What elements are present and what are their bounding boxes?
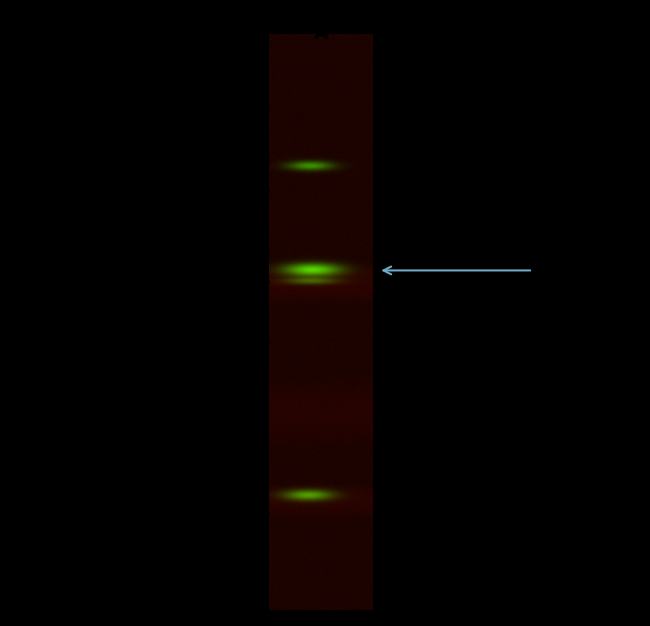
Text: 100: 100 <box>179 102 211 117</box>
Text: KDa: KDa <box>179 24 217 42</box>
Text: 55: 55 <box>190 183 211 198</box>
Text: 15: 15 <box>190 506 211 521</box>
Text: A: A <box>314 24 330 43</box>
Text: 35: 35 <box>190 274 211 289</box>
Text: 40: 40 <box>190 243 211 258</box>
Text: 70: 70 <box>190 152 211 167</box>
Text: 25: 25 <box>190 336 211 351</box>
